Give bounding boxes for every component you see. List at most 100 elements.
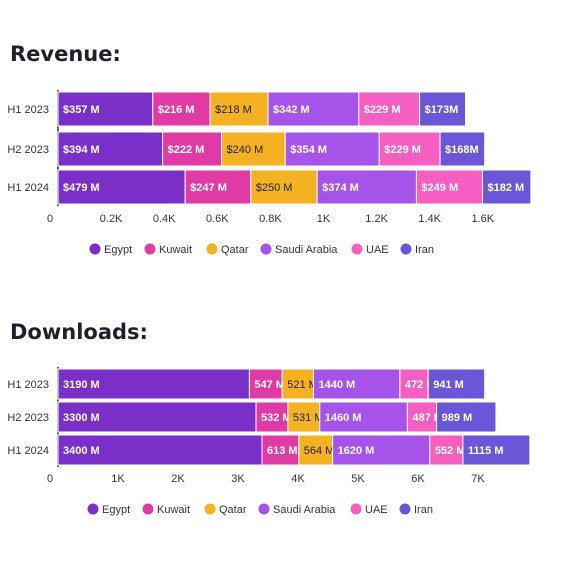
downloads-bar-segment bbox=[462, 434, 531, 466]
downloads-legend-label: UAE bbox=[365, 504, 388, 516]
downloads-bar-segment bbox=[248, 368, 283, 400]
downloads-legend-label: Saudi Arabia bbox=[273, 504, 336, 516]
revenue-data-label: $342 M bbox=[273, 104, 310, 116]
revenue-bar-segment bbox=[419, 91, 467, 127]
downloads-data-label: 1115 M bbox=[468, 445, 503, 457]
downloads-data-label: 613 M bbox=[267, 445, 298, 457]
revenue-data-label: $250 M bbox=[256, 182, 293, 194]
revenue-data-label: $240 M bbox=[227, 144, 264, 156]
downloads-data-label: 521 M bbox=[287, 379, 318, 391]
downloads-legend-marker bbox=[350, 503, 362, 515]
revenue-bar-segment bbox=[221, 131, 286, 167]
revenue-data-label: $222 M bbox=[168, 144, 205, 156]
downloads-chart-title: Downloads: bbox=[10, 320, 148, 344]
revenue-legend-label: UAE bbox=[366, 244, 389, 256]
revenue-x-tick-label: 0.2K bbox=[100, 213, 123, 225]
revenue-legend-label: Qatar bbox=[221, 244, 249, 256]
downloads-data-label: 1620 M bbox=[338, 445, 375, 457]
downloads-data-label: 547 M bbox=[254, 379, 285, 391]
revenue-bar-segment bbox=[439, 131, 486, 167]
revenue-x-tick-label: 1.6K bbox=[471, 213, 494, 225]
revenue-data-label: $229 M bbox=[384, 144, 421, 156]
downloads-data-label: 552 M bbox=[435, 445, 466, 457]
revenue-legend-marker bbox=[89, 243, 101, 255]
revenue-category-label: H2 2023 bbox=[7, 144, 49, 156]
downloads-legend-marker bbox=[258, 503, 270, 515]
revenue-legend-label: Egypt bbox=[104, 244, 132, 256]
downloads-legend-label: Kuwait bbox=[157, 504, 190, 516]
revenue-legend-marker bbox=[206, 243, 218, 255]
revenue-data-label: $357 M bbox=[63, 104, 100, 116]
revenue-chart-title: Revenue: bbox=[10, 42, 121, 66]
downloads-bar-segment bbox=[261, 434, 300, 466]
downloads-legend-marker bbox=[87, 503, 99, 515]
downloads-x-tick-label: 1K bbox=[111, 473, 125, 485]
revenue-data-label: $168M bbox=[445, 144, 479, 156]
revenue-bar-segment bbox=[250, 169, 318, 205]
downloads-bar-segment bbox=[399, 368, 429, 400]
revenue-legend-label: Kuwait bbox=[159, 244, 192, 256]
downloads-data-label: 531 M bbox=[293, 412, 324, 424]
downloads-x-tick-label: 5K bbox=[351, 473, 365, 485]
revenue-bar-segment bbox=[152, 91, 211, 127]
downloads-data-label: 3190 M bbox=[63, 379, 100, 391]
revenue-bar-segment bbox=[57, 169, 186, 205]
revenue-bar-segment bbox=[284, 131, 380, 167]
downloads-bar-segment bbox=[427, 368, 486, 400]
downloads-data-label: 1460 M bbox=[325, 412, 362, 424]
downloads-bar-segment bbox=[332, 434, 431, 466]
revenue-legend-label: Saudi Arabia bbox=[275, 244, 338, 256]
revenue-data-label: $182 M bbox=[488, 182, 525, 194]
downloads-legend-marker bbox=[399, 503, 411, 515]
downloads-data-label: 1440 M bbox=[318, 379, 355, 391]
downloads-data-label: 989 M bbox=[442, 412, 473, 424]
downloads-data-label: 487 M bbox=[412, 412, 443, 424]
revenue-bar-segment bbox=[57, 131, 164, 167]
revenue-bar-segment bbox=[378, 131, 441, 167]
downloads-bar-segment bbox=[429, 434, 464, 466]
revenue-x-tick-label: 1.2K bbox=[365, 213, 388, 225]
downloads-x-tick-label: 2K bbox=[171, 473, 185, 485]
revenue-data-label: $173M bbox=[425, 104, 459, 116]
downloads-bar-segment bbox=[436, 401, 497, 433]
downloads-category-label: H1 2023 bbox=[7, 379, 49, 391]
downloads-legend-label: Egypt bbox=[102, 504, 130, 516]
revenue-x-tick-label: 1.4K bbox=[418, 213, 441, 225]
downloads-x-tick-label: 4K bbox=[291, 473, 305, 485]
revenue-data-label: $229 M bbox=[364, 104, 401, 116]
revenue-legend-marker bbox=[144, 243, 156, 255]
revenue-bar-segment bbox=[358, 91, 421, 127]
revenue-data-label: $354 M bbox=[290, 144, 327, 156]
revenue-legend-label: Iran bbox=[415, 244, 434, 256]
revenue-bar-segment bbox=[209, 91, 269, 127]
revenue-data-label: $249 M bbox=[421, 182, 458, 194]
downloads-bar-segment bbox=[298, 434, 334, 466]
downloads-bar-segment bbox=[287, 401, 321, 433]
downloads-data-label: 3300 M bbox=[63, 412, 100, 424]
revenue-bar-segment bbox=[184, 169, 252, 205]
revenue-bar-segment bbox=[316, 169, 417, 205]
revenue-legend-marker bbox=[260, 243, 272, 255]
revenue-bar-segment bbox=[415, 169, 484, 205]
revenue-category-label: H1 2023 bbox=[7, 104, 49, 116]
downloads-bar-segment bbox=[57, 401, 257, 433]
revenue-data-label: $479 M bbox=[63, 182, 100, 194]
revenue-category-label: H1 2024 bbox=[7, 182, 49, 194]
revenue-data-label: $247 M bbox=[190, 182, 227, 194]
downloads-x-tick-label: 3K bbox=[231, 473, 245, 485]
downloads-x-tick-label: 7K bbox=[471, 473, 485, 485]
revenue-x-tick-label: 1K bbox=[317, 213, 331, 225]
revenue-x-tick-label: 0.8K bbox=[259, 213, 282, 225]
revenue-data-label: $218 M bbox=[215, 104, 252, 116]
downloads-bar-segment bbox=[312, 368, 401, 400]
revenue-x-tick-label: 0 bbox=[47, 213, 53, 225]
revenue-bar-segment bbox=[482, 169, 532, 205]
downloads-legend-marker bbox=[142, 503, 154, 515]
revenue-data-label: $374 M bbox=[322, 182, 359, 194]
downloads-legend-marker bbox=[204, 503, 216, 515]
revenue-x-tick-label: 0.4K bbox=[153, 213, 176, 225]
downloads-data-label: 3400 M bbox=[63, 445, 100, 457]
revenue-bar-segment bbox=[267, 91, 360, 127]
downloads-category-label: H1 2024 bbox=[7, 445, 49, 457]
downloads-x-tick-label: 6K bbox=[411, 473, 425, 485]
